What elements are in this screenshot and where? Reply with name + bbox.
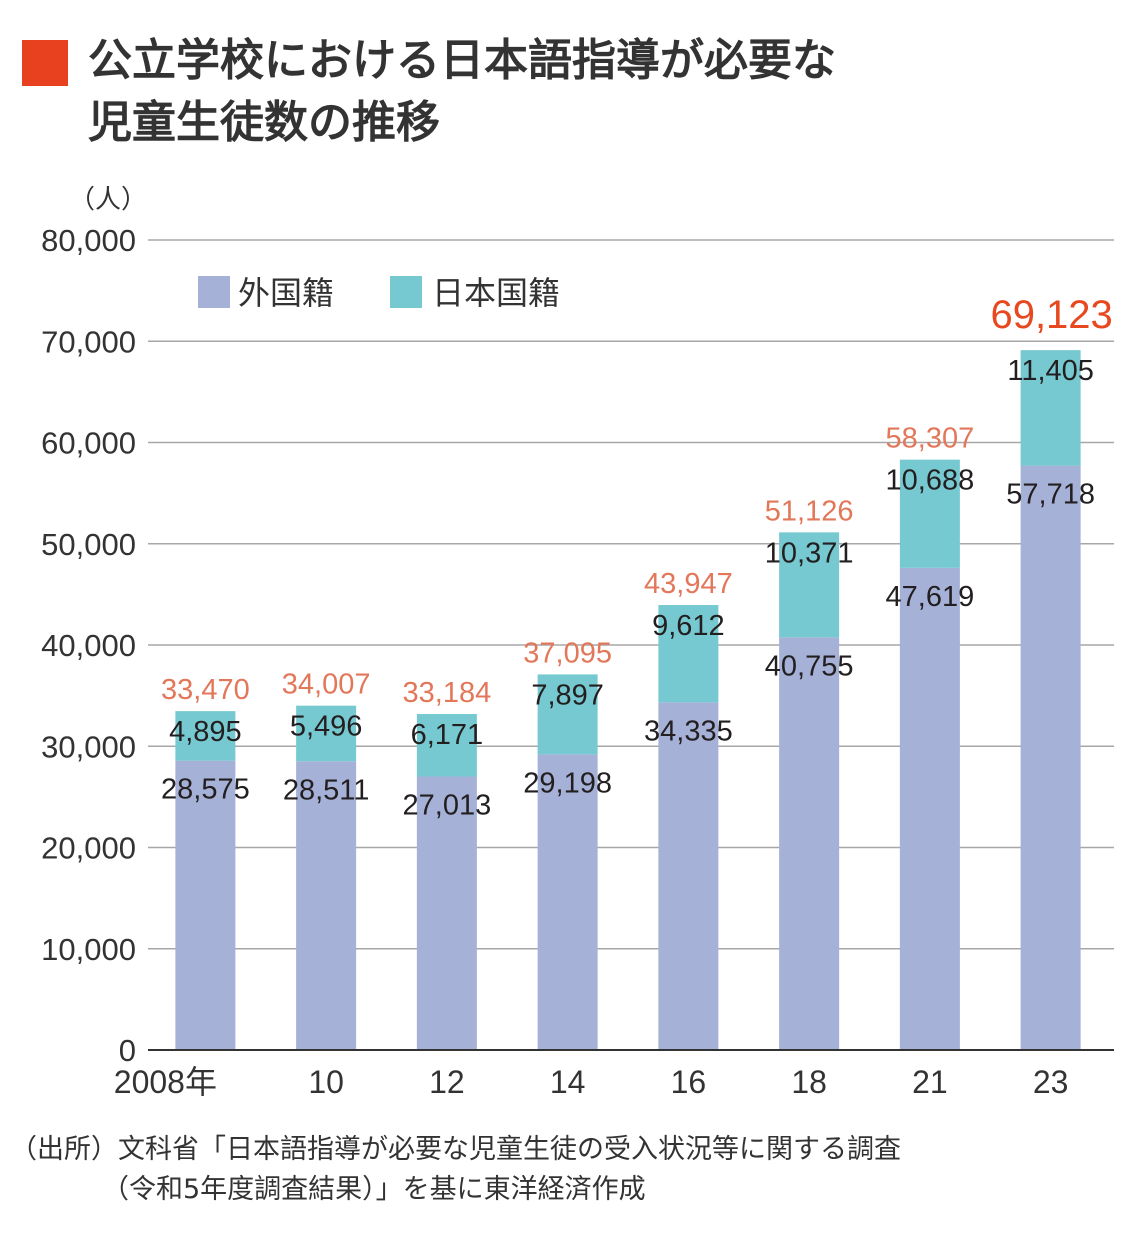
data-label-foreign: 57,718 (1006, 479, 1095, 511)
x-tick-label: 18 (791, 1064, 827, 1100)
chart-title: 公立学校における日本語指導が必要な 児童生徒数の推移 (88, 30, 836, 154)
bar-foreign (416, 776, 477, 1050)
bar-japanese (779, 532, 840, 638)
data-label-japanese: 11,405 (1007, 355, 1094, 387)
bar-foreign (296, 761, 357, 1050)
x-tick-label: 14 (550, 1064, 586, 1100)
data-label-foreign: 28,575 (161, 774, 250, 806)
bar-japanese (175, 711, 236, 761)
data-label-japanese: 4,895 (169, 716, 242, 748)
y-tick-label: 60,000 (41, 426, 136, 461)
y-tick-label: 50,000 (41, 527, 136, 562)
data-label-japanese: 7,897 (531, 679, 604, 711)
data-label-japanese: 6,171 (411, 719, 484, 751)
data-label-total: 51,126 (765, 495, 854, 527)
data-label-total: 58,307 (886, 423, 975, 455)
data-label-foreign: 40,755 (765, 650, 854, 682)
data-label-foreign: 29,198 (523, 767, 612, 799)
data-label-total: 34,007 (282, 669, 371, 701)
y-tick-label: 30,000 (41, 729, 136, 764)
data-label-foreign: 34,335 (644, 715, 733, 747)
y-axis-unit: （人） (69, 185, 147, 215)
data-label-japanese: 9,612 (652, 610, 725, 642)
bar-foreign (658, 702, 719, 1050)
legend-swatch-foreign (198, 276, 230, 308)
legend-swatch-japanese (390, 276, 422, 308)
data-label-total: 33,184 (403, 677, 492, 709)
data-label-total: 37,095 (523, 637, 612, 669)
y-tick-label: 0 (119, 1033, 136, 1068)
bar-foreign (899, 567, 960, 1050)
bar-japanese (416, 714, 477, 777)
data-label-japanese: 5,496 (290, 711, 363, 743)
bar-foreign (175, 760, 236, 1050)
x-tick-label: 23 (1033, 1064, 1069, 1100)
bar-foreign (779, 637, 840, 1050)
y-tick-label: 40,000 (41, 628, 136, 663)
bar-japanese (537, 674, 598, 755)
x-tick-label: 16 (671, 1064, 707, 1100)
y-tick-label: 70,000 (41, 324, 136, 359)
title-marker (22, 40, 68, 86)
bar-japanese (899, 459, 960, 568)
x-tick-label: 21 (912, 1064, 948, 1100)
data-label-foreign: 28,511 (283, 774, 370, 806)
source-note: （出所）文科省「日本語指導が必要な児童生徒の受入状況等に関する調査 （令和5年度… (10, 1130, 901, 1210)
x-tick-label: 10 (308, 1064, 344, 1100)
y-tick-label: 80,000 (41, 223, 136, 258)
data-label-foreign: 47,619 (886, 581, 975, 613)
data-label-total: 43,947 (644, 568, 733, 600)
title-line-1: 公立学校における日本語指導が必要な (88, 35, 836, 86)
y-tick-label: 20,000 (41, 831, 136, 866)
data-label-foreign: 27,013 (403, 789, 492, 821)
data-label-total: 69,123 (990, 293, 1112, 337)
x-tick-label: 2008年 (114, 1064, 217, 1100)
bar-foreign (537, 754, 598, 1050)
x-tick-label: 12 (429, 1064, 465, 1100)
bar-foreign (1020, 465, 1081, 1051)
y-tick-label: 10,000 (41, 932, 136, 967)
source-line-2: （令和5年度調査結果）」を基に東洋経済作成 (102, 1174, 646, 1205)
bar-japanese (658, 605, 719, 703)
bar-japanese (1020, 350, 1081, 466)
bar-japanese (296, 705, 357, 762)
legend-label-japanese: 日本国籍 (432, 274, 560, 312)
source-line-1: （出所）文科省「日本語指導が必要な児童生徒の受入状況等に関する調査 (10, 1134, 901, 1165)
data-label-japanese: 10,688 (886, 465, 975, 497)
legend-label-foreign: 外国籍 (238, 274, 334, 312)
data-label-total: 33,470 (161, 674, 250, 706)
data-label-japanese: 10,371 (765, 537, 854, 569)
title-line-2: 児童生徒数の推移 (88, 97, 440, 148)
